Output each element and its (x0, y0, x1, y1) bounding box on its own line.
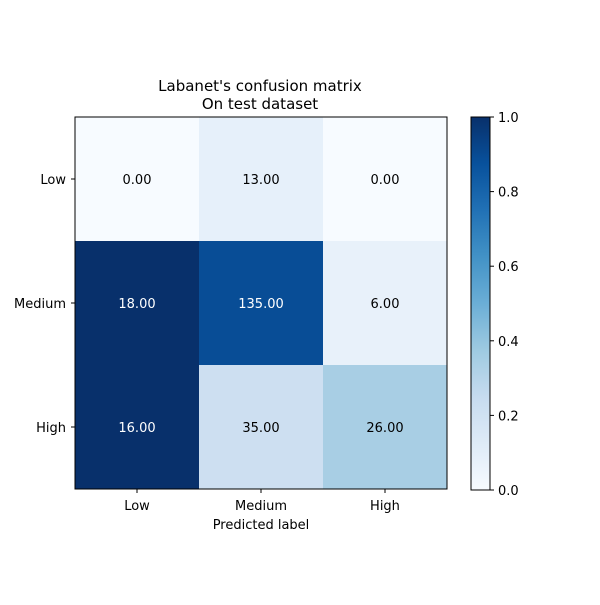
heatmap-cell (75, 117, 199, 241)
chart-subtitle: On test dataset (202, 95, 318, 113)
cell-value-label: 0.00 (123, 173, 152, 188)
y-tick-label: Low (40, 173, 66, 188)
heatmap-cell (75, 241, 199, 365)
cell-value-label: 135.00 (238, 297, 284, 312)
cell-value-label: 35.00 (242, 421, 279, 436)
heatmap-cell (199, 365, 323, 489)
colorbar-tick-label: 1.0 (498, 111, 519, 126)
heatmap-cell (323, 117, 447, 241)
cell-value-label: 18.00 (118, 297, 155, 312)
y-tick-label: Medium (14, 297, 66, 312)
cell-value-label: 16.00 (118, 421, 155, 436)
x-axis-label: Predicted label (213, 518, 310, 533)
colorbar-tick-label: 0.6 (498, 260, 519, 275)
heatmap-cell (323, 365, 447, 489)
colorbar-tick-label: 0.4 (498, 335, 519, 350)
heatmap-cell (75, 365, 199, 489)
x-tick-label: Low (124, 499, 150, 514)
y-axis: Low Medium High (14, 173, 75, 436)
heatmap-cell (199, 241, 323, 365)
colorbar-gradient (470, 116, 491, 491)
colorbar-tick-label: 0.0 (498, 484, 519, 499)
y-tick-label: High (36, 421, 66, 436)
cell-value-label: 13.00 (242, 173, 279, 188)
cell-value-label: 26.00 (366, 421, 403, 436)
colorbar: 0.0 0.2 0.4 0.6 0.8 1.0 (470, 111, 519, 499)
x-tick-label: Medium (235, 499, 287, 514)
heatmap-cell (199, 117, 323, 241)
x-tick-label: High (370, 499, 400, 514)
x-axis: Low Medium High (124, 489, 400, 514)
colorbar-tick-label: 0.2 (498, 409, 519, 424)
heatmap-cells (75, 117, 447, 489)
cell-value-labels: 0.00 13.00 0.00 18.00 135.00 6.00 16.00 35.00 26… (118, 173, 403, 436)
colorbar-tick-label: 0.8 (498, 186, 519, 201)
heatmap-cell (323, 241, 447, 365)
cell-value-label: 6.00 (371, 297, 400, 312)
chart-title: Labanet's confusion matrix (158, 77, 362, 95)
cell-value-label: 0.00 (371, 173, 400, 188)
